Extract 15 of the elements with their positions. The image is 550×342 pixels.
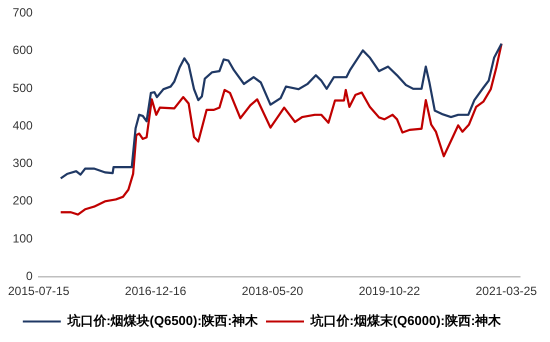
y-tick-label: 0 bbox=[26, 268, 34, 283]
x-tick-label: 2018-05-20 bbox=[242, 284, 304, 298]
y-tick-label: 200 bbox=[12, 194, 34, 208]
legend-label: 坑口价:烟煤末(Q6000):陕西:神木 bbox=[310, 313, 502, 328]
x-tick-label: 2021-03-25 bbox=[476, 284, 538, 298]
x-tick-label: 2015-07-15 bbox=[8, 284, 70, 298]
y-tick-label: 500 bbox=[12, 80, 34, 95]
y-tick-label: 300 bbox=[12, 156, 34, 170]
y-tick-label: 700 bbox=[12, 6, 34, 20]
y-tick-label: 600 bbox=[12, 43, 34, 58]
y-tick-label: 400 bbox=[12, 118, 34, 132]
legend-label: 坑口价:烟煤块(Q6500):陕西:神木 bbox=[66, 313, 259, 328]
y-tick-label: 100 bbox=[12, 231, 34, 246]
x-tick-label: 2019-10-22 bbox=[358, 284, 420, 298]
x-tick-label: 2016-12-16 bbox=[124, 284, 187, 298]
